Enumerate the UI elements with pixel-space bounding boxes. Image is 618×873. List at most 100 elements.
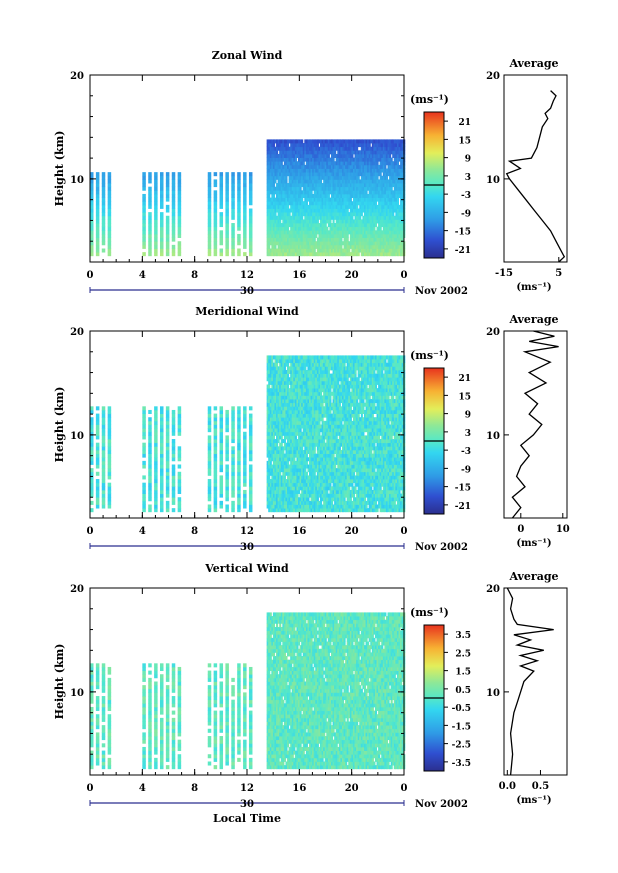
meridional-cell bbox=[296, 431, 299, 436]
zonal-cell bbox=[395, 244, 398, 249]
meridional-cell bbox=[304, 479, 307, 484]
meridional-cell bbox=[290, 369, 293, 374]
zonal-cell bbox=[393, 219, 396, 224]
meridional-cell bbox=[154, 446, 158, 451]
zonal-cell bbox=[327, 223, 330, 228]
zonal-cell bbox=[371, 179, 374, 184]
zonal-cell bbox=[287, 146, 290, 151]
zonal-cell bbox=[352, 197, 356, 202]
zonal-cell bbox=[373, 143, 376, 148]
zonal-cell bbox=[301, 143, 304, 148]
zonal-cell bbox=[378, 223, 381, 228]
zonal-cell bbox=[379, 190, 382, 195]
zonal-cell bbox=[398, 179, 401, 184]
zonal-cell bbox=[323, 248, 326, 253]
meridional-cell bbox=[291, 439, 294, 444]
zonal-cell bbox=[378, 226, 381, 231]
zonal-cell bbox=[207, 208, 212, 213]
zonal-cell bbox=[338, 143, 341, 148]
meridional-cell bbox=[101, 500, 106, 505]
zonal-cell bbox=[154, 204, 158, 209]
zonal-cell bbox=[95, 237, 100, 242]
meridional-cell bbox=[296, 479, 299, 484]
zonal-cell bbox=[393, 193, 396, 198]
zonal-cell bbox=[290, 252, 293, 257]
meridional-cell bbox=[291, 493, 294, 498]
zonal-cell bbox=[271, 139, 274, 144]
zonal-cell bbox=[393, 197, 396, 202]
zonal-cell bbox=[398, 244, 401, 249]
meridional-cell bbox=[90, 417, 94, 422]
meridional-cell bbox=[142, 460, 146, 465]
meridional-cell bbox=[283, 439, 286, 444]
zonal-cell bbox=[315, 153, 318, 158]
meridional-cell bbox=[280, 388, 283, 393]
zonal-cell bbox=[274, 197, 277, 202]
meridional-cell bbox=[288, 493, 291, 498]
zonal-cell bbox=[282, 143, 285, 148]
zonal-cell bbox=[343, 241, 346, 246]
zonal-cell bbox=[296, 219, 299, 224]
zonal-cell bbox=[296, 190, 299, 195]
meridional-cell bbox=[290, 373, 293, 378]
zonal-cell bbox=[360, 193, 363, 198]
zonal-cell bbox=[315, 186, 318, 191]
meridional-cell bbox=[304, 413, 307, 418]
zonal-cell bbox=[288, 139, 291, 144]
meridional-cell bbox=[95, 486, 100, 491]
zonal-cell bbox=[310, 208, 313, 213]
zonal-cell bbox=[293, 146, 296, 151]
zonal-cell bbox=[287, 143, 290, 148]
zonal-cell bbox=[298, 186, 301, 191]
zonal-cell bbox=[400, 244, 403, 249]
zonal-cell bbox=[307, 161, 310, 166]
zonal-cell bbox=[357, 201, 360, 206]
meridional-cell bbox=[282, 402, 285, 407]
zonal-cell bbox=[384, 164, 387, 169]
zonal-cell bbox=[382, 168, 385, 173]
zonal-cell bbox=[312, 248, 315, 253]
zonal-cell bbox=[363, 179, 367, 184]
zonal-cell bbox=[318, 164, 321, 169]
zonal-cell bbox=[379, 183, 382, 188]
zonal-cell bbox=[148, 186, 152, 191]
zonal-cell bbox=[101, 223, 106, 228]
meridional-cell bbox=[274, 453, 277, 458]
meridional-cell bbox=[291, 420, 294, 425]
zonal-cell bbox=[368, 193, 371, 198]
meridional-cell bbox=[287, 413, 290, 418]
meridional-cell bbox=[159, 460, 164, 465]
zonal-cell bbox=[285, 215, 288, 220]
zonal-cell bbox=[266, 183, 269, 188]
meridional-cell bbox=[277, 373, 280, 378]
meridional-cell bbox=[248, 500, 253, 505]
meridional-cell bbox=[307, 497, 310, 502]
meridional-cell bbox=[276, 373, 279, 378]
zonal-cell bbox=[283, 153, 286, 158]
zonal-cell bbox=[381, 215, 384, 220]
zonal-cell bbox=[312, 233, 315, 238]
zonal-cell bbox=[271, 190, 274, 195]
meridional-cell bbox=[237, 500, 241, 505]
zonal-cell bbox=[225, 219, 229, 224]
zonal-cell bbox=[154, 252, 158, 257]
zonal-cell bbox=[337, 248, 340, 253]
zonal-cell bbox=[363, 153, 367, 158]
zonal-cell bbox=[389, 146, 392, 151]
meridional-cell bbox=[288, 380, 291, 385]
meridional-cell bbox=[290, 399, 293, 404]
meridional-cell bbox=[95, 446, 100, 451]
meridional-cell bbox=[268, 508, 271, 513]
zonal-cell bbox=[334, 183, 337, 188]
zonal-cell bbox=[287, 139, 290, 144]
meridional-heatmap bbox=[90, 355, 406, 513]
zonal-cell bbox=[293, 172, 296, 177]
zonal-cell bbox=[296, 226, 299, 231]
meridional-cell bbox=[287, 497, 290, 502]
zonal-cell bbox=[352, 212, 356, 217]
zonal-cell bbox=[384, 179, 387, 184]
zonal-cell bbox=[294, 139, 297, 144]
meridional-cell bbox=[305, 355, 308, 360]
meridional-cell bbox=[266, 402, 269, 407]
zonal-cell bbox=[357, 164, 360, 169]
